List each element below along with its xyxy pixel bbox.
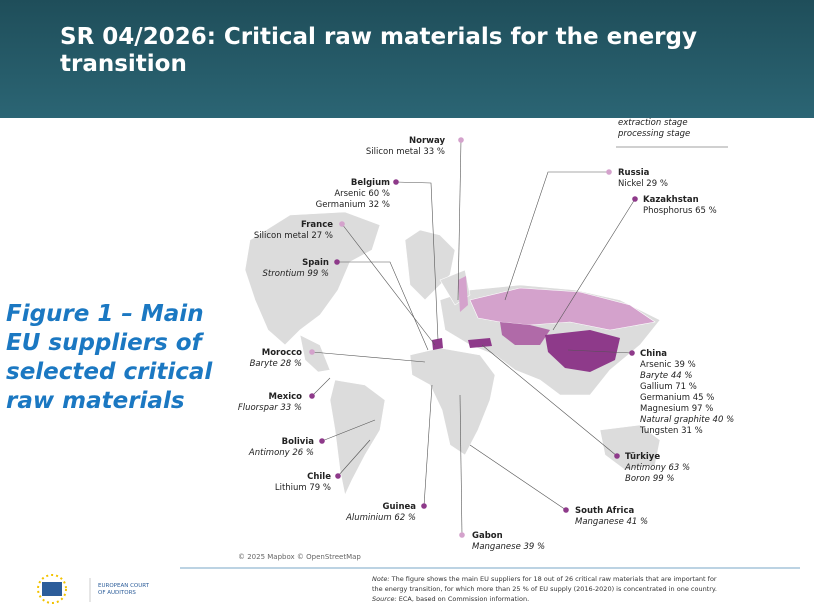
leader-line [567,349,633,354]
material-share: Nickel 29 % [618,179,668,189]
country-name: Chile [307,472,331,482]
logo-text: EUROPEAN COURT OF AUDITORS [98,583,150,596]
material-share: Tungsten 31 % [639,426,703,436]
material-share: Manganese 41 % [575,517,648,527]
material-share: Gallium 71 % [640,382,697,392]
leader-line [481,344,618,457]
country-name: Kazakhstan [643,195,699,205]
country-name: Türkiye [625,452,660,462]
country-name: Belgium [351,178,390,188]
source-label: Source: [372,595,397,603]
source-text: ECA, based on Commission information. [398,595,530,603]
material-share: Lithium 79 % [275,483,331,493]
country-name: Bolivia [282,437,315,447]
country-dot [334,259,340,265]
material-share: Arsenic 39 % [640,360,696,370]
country-name: Spain [302,258,329,268]
leader-line [504,171,609,301]
material-share: Magnesium 97 % [640,404,713,414]
country-dot [632,196,638,202]
note-label: Note: [372,575,390,583]
leader-line [341,223,436,346]
material-share: Boron 99 % [625,474,674,484]
country-name: South Africa [575,506,635,516]
material-share: Antimony 26 % [248,448,314,458]
material-share: Arsenic 60 % [334,189,390,199]
leader-line [311,377,331,397]
leader-line [321,419,376,442]
country-name: Gabon [472,531,503,541]
country-dot [629,350,635,356]
country-dot [339,221,345,227]
country-dot [606,169,612,175]
country-name: Guinea [383,502,417,512]
country-dot [335,473,341,479]
country-dot [319,438,325,444]
country-name: France [301,220,333,230]
material-share: Aluminium 62 % [345,513,416,523]
figure-caption: Figure 1 – Main EU suppliers of selected… [6,301,213,414]
logo-book [42,582,62,596]
country-dot [309,393,315,399]
logo-stars [37,574,67,604]
header-band: SR 04/2026: Critical raw materials for t… [0,0,814,118]
country-name: Morocco [262,348,302,358]
highlighted-countries [432,276,656,372]
leader-line [469,444,567,511]
material-share: Germanium 45 % [640,393,714,403]
material-share: Baryte 44 % [640,371,692,381]
country-dot [421,503,427,509]
country-name: China [640,349,667,359]
material-share: Silicon metal 27 % [254,231,333,241]
leader-line [337,261,429,351]
country-dot [309,349,315,355]
material-share: Natural graphite 40 % [640,415,734,425]
copyright: © 2025 Mapbox © OpenStreetMap [238,553,361,561]
legend-label: extraction stage [618,118,688,128]
country-name: Mexico [269,392,303,402]
material-share: Silicon metal 33 % [366,147,445,157]
country-dot [393,179,399,185]
material-share: Manganese 39 % [472,542,545,552]
country-name: Norway [409,136,445,146]
country-dot [563,507,569,513]
leader-line [459,394,463,536]
material-share: Baryte 28 % [250,359,302,369]
slide-title: SR 04/2026: Critical raw materials for t… [60,24,697,77]
material-share: Phosphorus 65 % [643,206,717,216]
note: Note: The figure shows the main EU suppl… [372,574,717,604]
leader-line [311,351,426,363]
note-text: The figure shows the main EU suppliers f… [372,575,717,593]
leader-line [337,439,371,477]
material-share: Strontium 99 % [263,269,329,279]
country-dot [459,532,465,538]
country-name: Russia [618,168,650,178]
country-dot [458,137,464,143]
legend-label: processing stage [617,129,690,139]
material-share: Fluorspar 33 % [238,403,302,413]
country-dot [614,453,620,459]
leader-line [395,181,439,341]
material-share: Antimony 63 % [624,463,690,473]
leader-line [457,139,462,301]
leader-line [552,198,636,331]
material-share: Germanium 32 % [316,200,390,210]
leader-line [423,384,433,507]
